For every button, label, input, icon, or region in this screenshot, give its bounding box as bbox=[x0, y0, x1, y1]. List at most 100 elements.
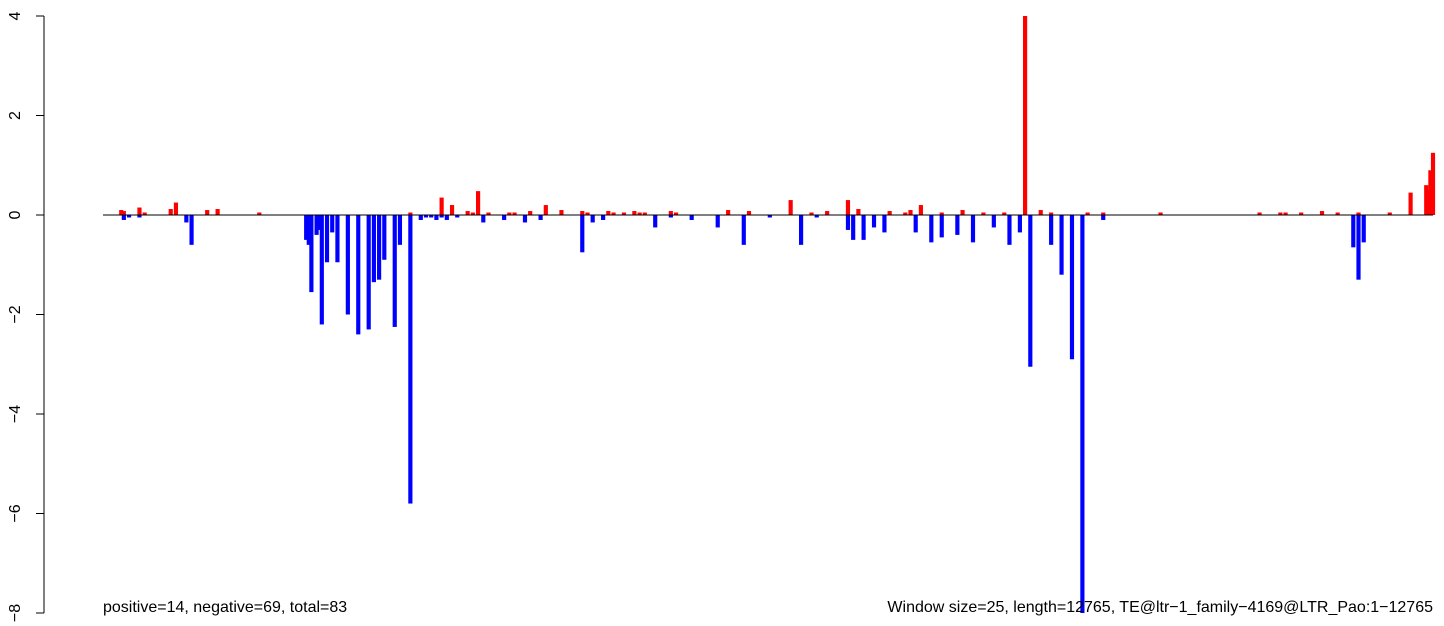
negative-bar bbox=[741, 215, 746, 245]
negative-bar bbox=[1028, 215, 1033, 367]
positive-bar bbox=[168, 209, 173, 215]
negative-bar bbox=[455, 215, 460, 218]
negative-bar bbox=[314, 215, 319, 235]
positive-bar bbox=[960, 210, 965, 215]
positive-bar bbox=[1278, 212, 1283, 215]
positive-bar bbox=[121, 211, 126, 215]
positive-bar bbox=[1158, 212, 1163, 215]
negative-bar bbox=[304, 215, 309, 240]
positive-bar bbox=[486, 212, 491, 215]
positive-bar bbox=[1085, 212, 1090, 215]
y-tick-label: 4 bbox=[7, 11, 24, 20]
positive-bar bbox=[449, 205, 455, 215]
negative-bar bbox=[371, 215, 376, 283]
positive-bar bbox=[580, 211, 585, 215]
positive-bar bbox=[1299, 212, 1304, 215]
positive-bar bbox=[543, 205, 548, 215]
negative-bar bbox=[939, 215, 944, 238]
negative-bar bbox=[137, 215, 142, 218]
y-axis: −8 −6 −4 −2 0 2 4 bbox=[7, 11, 45, 622]
negative-bar bbox=[601, 215, 606, 220]
positive-bar bbox=[470, 212, 475, 215]
positive-bar bbox=[887, 211, 892, 215]
y-tick-label: 0 bbox=[7, 210, 24, 219]
y-tick-label: −4 bbox=[7, 405, 24, 423]
positive-bar bbox=[1430, 152, 1436, 215]
negative-bar bbox=[502, 215, 507, 220]
positive-bar bbox=[746, 211, 752, 215]
negative-bar bbox=[345, 215, 350, 315]
annotation-left: positive=14, negative=69, total=83 bbox=[103, 599, 347, 616]
positive-bar bbox=[439, 197, 444, 215]
negative-bar bbox=[668, 215, 673, 218]
negative-bar bbox=[397, 215, 403, 245]
negative-bar bbox=[356, 215, 361, 335]
negative-bar bbox=[408, 215, 413, 504]
negative-bar bbox=[913, 215, 918, 233]
negative-bar bbox=[319, 215, 324, 325]
positive-bar bbox=[173, 202, 179, 215]
negative-bar bbox=[861, 215, 866, 240]
negative-bar bbox=[715, 215, 720, 228]
negative-bar bbox=[444, 215, 449, 220]
negative-bar bbox=[689, 215, 694, 220]
negative-bar bbox=[330, 215, 335, 233]
positive-bar bbox=[809, 212, 814, 215]
negative-bar bbox=[1351, 215, 1356, 248]
negative-bar bbox=[1017, 215, 1022, 233]
negative-bar bbox=[324, 215, 330, 263]
negative-bar bbox=[418, 215, 423, 220]
negative-bar bbox=[590, 215, 595, 223]
positive-bar bbox=[1101, 212, 1106, 215]
y-tick-label: −8 bbox=[7, 604, 24, 622]
negative-bar bbox=[184, 215, 189, 223]
positive-bar bbox=[1319, 211, 1325, 215]
positive-bar bbox=[621, 212, 627, 215]
positive-bar bbox=[1023, 16, 1028, 215]
positive-bar bbox=[1387, 212, 1392, 215]
positive-bar bbox=[1428, 170, 1433, 215]
negative-bar bbox=[382, 215, 387, 260]
negative-bar bbox=[991, 215, 996, 228]
positive-bar bbox=[205, 210, 210, 215]
positive-bar bbox=[642, 212, 647, 215]
negative-bar bbox=[189, 215, 194, 245]
negative-bar bbox=[377, 215, 382, 280]
negative-bar bbox=[1101, 215, 1106, 220]
negative-bar bbox=[845, 215, 851, 230]
positive-bar bbox=[856, 209, 861, 215]
negative-bar bbox=[970, 215, 976, 243]
negative-bar bbox=[653, 215, 658, 228]
positive-bar bbox=[507, 212, 512, 215]
positive-bar bbox=[1283, 212, 1288, 215]
positive-bar bbox=[637, 212, 642, 215]
negative-bar bbox=[429, 215, 434, 218]
positive-bar bbox=[1002, 212, 1007, 215]
positive-bar bbox=[1356, 212, 1361, 215]
positive-bar bbox=[476, 191, 481, 215]
positive-bar bbox=[528, 211, 533, 215]
positive-bar bbox=[673, 212, 679, 215]
positive-bar bbox=[981, 212, 986, 215]
negative-bar bbox=[851, 215, 856, 240]
positive-bar bbox=[1257, 212, 1262, 215]
positive-bar bbox=[1049, 212, 1054, 215]
negative-bar bbox=[1356, 215, 1361, 280]
negative-bar bbox=[434, 215, 439, 220]
negative-bar bbox=[126, 215, 132, 218]
negative-bar bbox=[1361, 215, 1366, 243]
positive-bar bbox=[611, 212, 616, 215]
positive-bar bbox=[137, 207, 142, 215]
negative-bar bbox=[1007, 215, 1012, 245]
positive-bar bbox=[408, 212, 413, 215]
positive-bar bbox=[1038, 210, 1043, 215]
positive-bar bbox=[215, 209, 220, 215]
negative-bar bbox=[882, 215, 887, 233]
negative-bar bbox=[871, 215, 877, 228]
negative-bar bbox=[1069, 215, 1075, 360]
positive-bar bbox=[1335, 212, 1340, 215]
negative-bar bbox=[306, 215, 311, 245]
negative-bar bbox=[317, 215, 322, 230]
positive-bar bbox=[559, 210, 564, 215]
